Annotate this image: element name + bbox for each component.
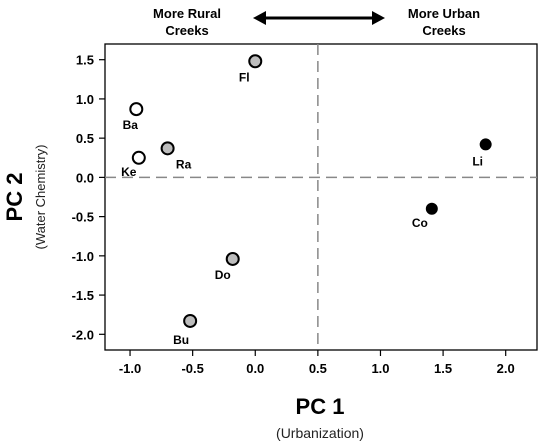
x-axis: -1.0 -0.5 0.0 0.5 1.0 1.5 2.0 bbox=[119, 350, 515, 376]
x-axis-subtitle: (Urbanization) bbox=[276, 425, 364, 441]
reference-lines bbox=[105, 44, 537, 350]
y-tick-label: -2.0 bbox=[72, 327, 94, 342]
point-fl bbox=[248, 54, 263, 69]
point-bu bbox=[183, 313, 198, 328]
y-axis-subtitle: (Water Chemistry) bbox=[33, 145, 48, 250]
y-tick-label: -1.0 bbox=[72, 249, 94, 264]
x-tick-label: 0.5 bbox=[309, 361, 327, 376]
x-tick-label: 1.0 bbox=[371, 361, 389, 376]
y-tick-label: 1.0 bbox=[76, 92, 94, 107]
point-label-ba: Ba bbox=[123, 118, 139, 132]
y-tick-label: 1.5 bbox=[76, 53, 94, 68]
y-tick-label: -0.5 bbox=[72, 210, 94, 225]
x-axis-title: PC 1 bbox=[296, 394, 345, 419]
top-annotation: More Rural Creeks More Urban Creeks bbox=[153, 6, 480, 38]
point-do bbox=[225, 251, 240, 266]
point-label-fl: Fl bbox=[239, 70, 250, 84]
plot-frame bbox=[104, 43, 538, 351]
data-points: Fl Ba Ra Ke Do Bu Li Co bbox=[121, 54, 492, 347]
point-ke bbox=[131, 150, 146, 165]
point-label-li: Li bbox=[472, 154, 483, 168]
point-li bbox=[479, 138, 492, 151]
y-tick-label: 0.5 bbox=[76, 131, 94, 146]
y-tick-label: -1.5 bbox=[72, 288, 94, 303]
x-tick-label: -0.5 bbox=[181, 361, 203, 376]
point-label-ke: Ke bbox=[121, 165, 137, 179]
rural-label-line2: Creeks bbox=[165, 23, 208, 38]
x-tick-label: 2.0 bbox=[497, 361, 515, 376]
rural-label-line1: More Rural bbox=[153, 6, 221, 21]
point-ra bbox=[160, 141, 175, 156]
y-axis-title: PC 2 bbox=[2, 173, 27, 222]
point-ba bbox=[129, 102, 144, 117]
y-axis: -2.0 -1.5 -1.0 -0.5 0.0 0.5 1.0 1.5 bbox=[72, 53, 105, 342]
urban-label-line2: Creeks bbox=[422, 23, 465, 38]
double-arrow bbox=[253, 11, 385, 25]
point-label-ra: Ra bbox=[176, 157, 192, 171]
point-label-do: Do bbox=[215, 268, 231, 282]
point-co bbox=[425, 202, 438, 215]
x-tick-label: 0.0 bbox=[246, 361, 264, 376]
x-tick-label: -1.0 bbox=[119, 361, 141, 376]
point-label-bu: Bu bbox=[173, 333, 189, 347]
urban-label-line1: More Urban bbox=[408, 6, 480, 21]
x-tick-label: 1.5 bbox=[434, 361, 452, 376]
y-tick-label: 0.0 bbox=[76, 170, 94, 185]
point-label-co: Co bbox=[412, 216, 428, 230]
